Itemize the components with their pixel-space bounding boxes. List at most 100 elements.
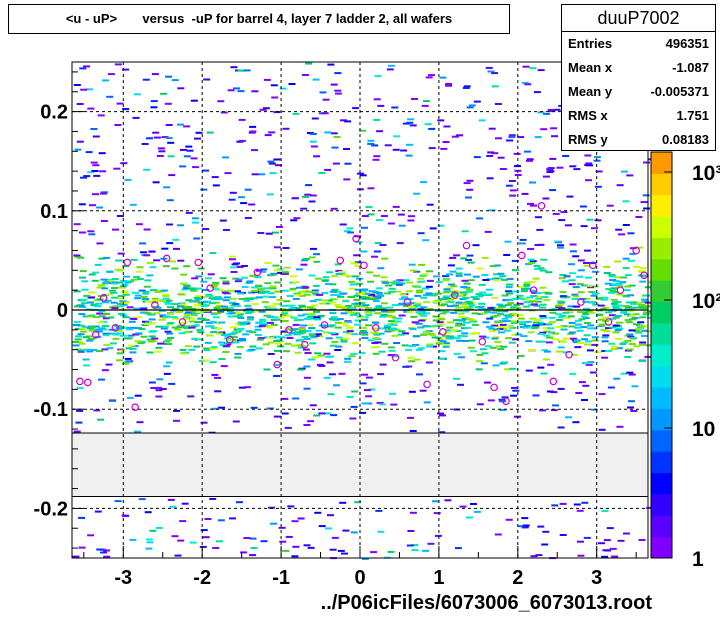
heatmap-cell xyxy=(248,131,256,134)
heatmap-cell xyxy=(113,167,121,170)
heatmap-cell xyxy=(460,257,468,260)
heatmap-cell xyxy=(454,330,462,332)
profile-marker xyxy=(253,268,262,277)
heatmap-cell xyxy=(238,139,246,142)
heatmap-cell xyxy=(420,314,428,317)
heatmap-cell xyxy=(183,265,191,268)
heatmap-cell xyxy=(280,311,288,314)
heatmap-cell xyxy=(524,83,532,86)
heatmap-cell xyxy=(584,276,592,279)
heatmap-cell xyxy=(601,336,609,339)
heatmap-cell xyxy=(405,154,413,157)
heatmap-cell xyxy=(506,292,513,295)
heatmap-cell xyxy=(171,267,179,270)
palette-swatch xyxy=(651,515,672,538)
heatmap-cell xyxy=(267,292,275,295)
heatmap-cell xyxy=(116,352,124,355)
palette-swatch xyxy=(651,344,672,367)
heatmap-cell xyxy=(300,263,308,266)
heatmap-cell xyxy=(591,285,599,288)
heatmap-cell xyxy=(173,247,180,250)
heatmap-cell xyxy=(455,272,463,275)
heatmap-cell xyxy=(555,313,563,316)
heatmap-cell xyxy=(96,350,103,353)
heatmap-cell xyxy=(366,271,374,274)
heatmap-cell xyxy=(245,307,253,310)
heatmap-cell xyxy=(206,295,214,297)
heatmap-cell xyxy=(620,311,628,314)
heatmap-cell xyxy=(229,258,236,261)
heatmap-cell xyxy=(356,172,364,175)
heatmap-cell xyxy=(309,194,317,197)
heatmap-cell xyxy=(463,85,471,88)
heatmap-cell xyxy=(455,274,463,277)
heatmap-cell xyxy=(202,347,210,350)
heatmap-cell xyxy=(147,339,155,342)
heatmap-cell xyxy=(153,259,160,262)
heatmap-cell xyxy=(290,316,298,319)
heatmap-cell xyxy=(479,291,487,294)
heatmap-cell xyxy=(560,325,568,328)
heatmap-cell xyxy=(121,301,129,304)
heatmap-cell xyxy=(293,217,301,220)
heatmap-cell xyxy=(327,63,335,66)
heatmap-cell xyxy=(601,340,609,343)
heatmap-cell xyxy=(80,330,87,333)
heatmap-cell xyxy=(381,342,389,345)
heatmap-cell xyxy=(151,73,159,76)
heatmap-cell xyxy=(237,69,245,72)
heatmap-cell xyxy=(513,307,521,309)
heatmap-cell xyxy=(210,327,218,329)
heatmap-cell xyxy=(114,500,122,503)
heatmap-cell xyxy=(202,536,210,539)
heatmap-cell xyxy=(505,518,513,521)
heatmap-cell xyxy=(312,78,320,81)
heatmap-cell xyxy=(258,325,266,328)
heatmap-cell xyxy=(606,527,614,530)
heatmap-cell xyxy=(120,162,128,165)
heatmap-cell xyxy=(481,274,489,276)
heatmap-cell xyxy=(169,260,177,263)
heatmap-cell xyxy=(537,111,545,114)
heatmap-cell xyxy=(397,333,405,336)
heatmap-cell xyxy=(288,304,296,307)
heatmap-cell xyxy=(222,229,230,231)
heatmap-cell xyxy=(608,309,616,312)
heatmap-cell xyxy=(372,321,380,324)
heatmap-cell xyxy=(472,297,480,300)
heatmap-cell xyxy=(130,318,138,320)
heatmap-cell xyxy=(402,332,409,335)
heatmap-cell xyxy=(411,285,419,288)
heatmap-cell xyxy=(304,352,312,354)
heatmap-cell xyxy=(309,342,317,345)
heatmap-cell xyxy=(198,359,206,362)
heatmap-cell xyxy=(554,304,562,307)
heatmap-cell xyxy=(442,275,449,278)
heatmap-cell xyxy=(411,549,419,552)
heatmap-cell xyxy=(619,281,627,284)
profile-marker xyxy=(371,324,380,332)
heatmap-cell xyxy=(628,343,636,345)
heatmap-cell xyxy=(183,316,190,319)
heatmap-cell xyxy=(610,287,618,290)
heatmap-cell xyxy=(282,549,290,552)
heatmap-cell xyxy=(243,537,251,539)
heatmap-cell xyxy=(308,200,316,203)
heatmap-cell xyxy=(308,313,316,315)
heatmap-cell xyxy=(152,131,160,134)
heatmap-cell xyxy=(326,361,334,364)
heatmap-cell xyxy=(291,197,299,200)
heatmap-cell xyxy=(346,330,354,333)
heatmap-cell xyxy=(155,346,163,349)
heatmap-cell xyxy=(183,314,191,316)
heatmap-cell xyxy=(345,275,353,278)
heatmap-cell xyxy=(292,323,300,326)
heatmap-cell xyxy=(559,274,567,276)
heatmap-cell xyxy=(458,316,466,318)
heatmap-cell xyxy=(476,403,484,406)
heatmap-cell xyxy=(495,137,502,140)
heatmap-cell xyxy=(434,324,442,327)
heatmap-cell xyxy=(299,344,307,347)
heatmap-cell xyxy=(491,324,499,327)
